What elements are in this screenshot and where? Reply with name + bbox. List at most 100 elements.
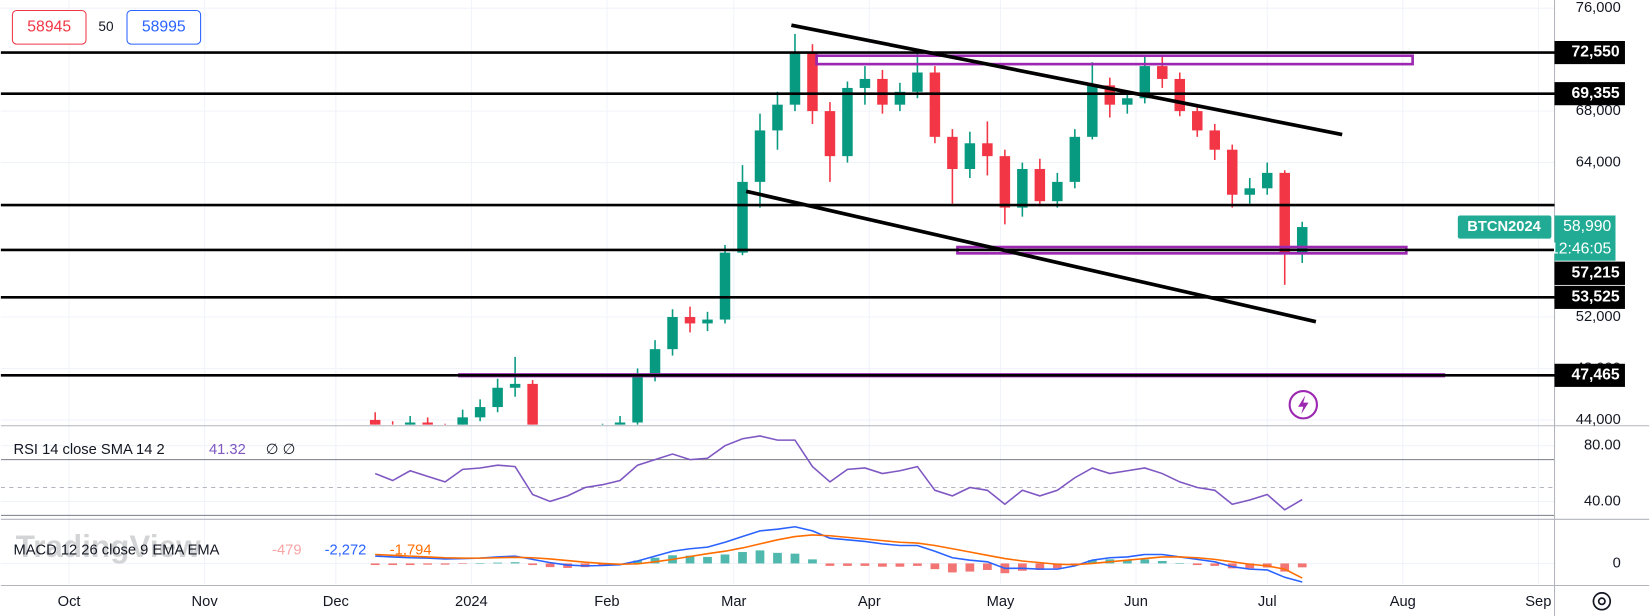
rsi-title: RSI 14 close SMA 14 2 bbox=[13, 442, 164, 458]
candle-body bbox=[737, 181, 748, 253]
macd-histogram-bar bbox=[1017, 563, 1027, 571]
candle-body bbox=[649, 349, 661, 375]
settings-icon-center bbox=[1597, 597, 1606, 606]
candle-body bbox=[684, 316, 696, 324]
macd-histogram-bar bbox=[825, 563, 835, 566]
candle-body bbox=[982, 143, 993, 157]
candle-body bbox=[509, 383, 521, 388]
macd-histogram-bar bbox=[1087, 560, 1097, 564]
x-tick-label: Dec bbox=[323, 594, 349, 610]
y-tick-label: 0 bbox=[1613, 555, 1621, 571]
candle-body bbox=[1209, 130, 1221, 150]
macd-histogram-bar bbox=[1192, 563, 1202, 566]
candle-body bbox=[1261, 172, 1273, 189]
bid: 58945 bbox=[27, 18, 71, 35]
settings-button[interactable] bbox=[1592, 592, 1612, 611]
macd-histogram-bar bbox=[1245, 563, 1255, 569]
y-tick-label: 52,000 bbox=[1576, 309, 1621, 325]
ask: 58995 bbox=[142, 18, 186, 35]
macd-histogram-bar bbox=[720, 554, 730, 564]
macd-histogram-bar bbox=[930, 563, 940, 570]
candle-body bbox=[859, 78, 871, 88]
alert-icon-bolt bbox=[1298, 395, 1309, 415]
level-label: 47,465 bbox=[1572, 366, 1620, 383]
candle-body bbox=[1122, 98, 1133, 105]
candle-body bbox=[947, 136, 958, 170]
trend-line bbox=[745, 189, 1317, 324]
level-label: 69,355 bbox=[1572, 85, 1620, 102]
x-tick-label: Sep bbox=[1525, 594, 1551, 610]
macd-histogram-bar bbox=[405, 563, 415, 566]
x-tick-label: Aug bbox=[1390, 594, 1416, 610]
macd-histogram-bar bbox=[860, 563, 870, 566]
candle-body bbox=[667, 316, 678, 350]
rsi-pane bbox=[0, 435, 1555, 516]
macd-histogram-bar bbox=[808, 559, 817, 564]
candle-body bbox=[1052, 181, 1063, 202]
macd-histogram-bar bbox=[370, 563, 380, 566]
macd-histogram-bar bbox=[790, 553, 800, 564]
candle-body bbox=[789, 53, 801, 105]
y-tick-label: 68,000 bbox=[1576, 103, 1621, 119]
macd-value: -2,272 bbox=[325, 543, 367, 559]
candle-body bbox=[1017, 169, 1028, 208]
candle-body bbox=[1104, 85, 1116, 105]
macd-histogram-value: -479 bbox=[272, 543, 301, 559]
level-label-bg bbox=[1554, 40, 1625, 65]
level-label-bg bbox=[1554, 363, 1625, 387]
symbol-label: BTCN2024 bbox=[1467, 219, 1541, 235]
candle-body bbox=[719, 252, 731, 320]
last-price: 58,990 bbox=[1563, 218, 1611, 235]
indicator-headers: RSI 14 close SMA 14 2 41.32 ∅ ∅ MACD 12 … bbox=[13, 442, 431, 559]
macd-histogram-bar bbox=[895, 563, 905, 567]
rsi-value: 41.32 bbox=[209, 442, 246, 458]
candle-body bbox=[877, 78, 888, 105]
last-price-bg bbox=[1554, 215, 1616, 261]
macd-histogram-bar bbox=[1052, 563, 1062, 569]
price-pane bbox=[369, 33, 1308, 425]
macd-histogram-bar bbox=[738, 552, 747, 564]
x-tick-label: Feb bbox=[594, 594, 619, 610]
candle-body bbox=[894, 91, 906, 105]
macd-histogram-bar bbox=[440, 563, 450, 565]
candle-body bbox=[404, 422, 416, 425]
y-tick-label: 44,000 bbox=[1576, 412, 1621, 428]
zone bbox=[815, 54, 1414, 66]
candle-body bbox=[474, 407, 486, 418]
macd-histogram-bar bbox=[545, 563, 555, 568]
macd-histogram-bar bbox=[528, 563, 537, 566]
macd-histogram-bar bbox=[773, 552, 782, 564]
candle-body bbox=[492, 387, 503, 408]
trend-line bbox=[791, 23, 1343, 137]
countdown: 12:46:05 bbox=[1550, 240, 1612, 257]
candle-body bbox=[1157, 66, 1168, 79]
macd-histogram-bar bbox=[598, 563, 607, 566]
candle-body bbox=[702, 319, 713, 324]
macd-histogram-bar bbox=[1297, 563, 1307, 568]
x-tick-label: 2024 bbox=[455, 594, 488, 610]
y-tick-label: 80.00 bbox=[1584, 438, 1621, 454]
candle-body bbox=[1244, 188, 1255, 195]
watermark: TradingView bbox=[16, 528, 202, 564]
level-label-bg bbox=[1554, 82, 1625, 106]
rsi-line bbox=[374, 435, 1303, 511]
macd-histogram-bar bbox=[1157, 560, 1167, 564]
candle-body bbox=[754, 130, 766, 182]
x-tick-label: Oct bbox=[58, 594, 81, 610]
x-tick-label: Jun bbox=[1124, 594, 1148, 610]
macd-histogram-bar bbox=[843, 563, 852, 566]
candle-body bbox=[842, 87, 853, 157]
macd-histogram-bar bbox=[1210, 563, 1220, 566]
candle-body bbox=[1034, 169, 1046, 202]
macd-histogram-bar bbox=[1175, 563, 1185, 564]
ask-box[interactable] bbox=[126, 9, 202, 45]
candle-body bbox=[929, 72, 941, 137]
candle-body bbox=[824, 111, 836, 157]
x-tick-label: Mar bbox=[721, 594, 746, 610]
candle-body bbox=[614, 422, 626, 425]
rsi-na: ∅ ∅ bbox=[266, 442, 296, 458]
bid-box[interactable] bbox=[11, 9, 87, 45]
